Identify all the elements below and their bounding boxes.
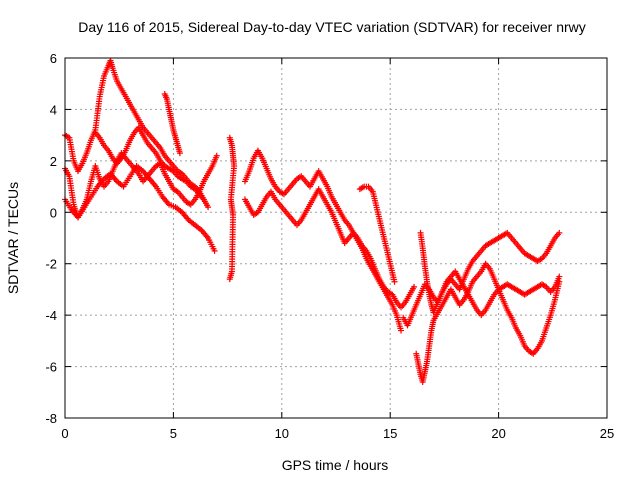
- data-point: [176, 150, 183, 157]
- data-point: [411, 283, 418, 290]
- x-tick-label: 0: [61, 426, 68, 441]
- data-point: [391, 278, 398, 285]
- data-point: [211, 247, 218, 254]
- series-track-l: [417, 229, 563, 319]
- data-point: [205, 204, 212, 211]
- data-point: [556, 229, 563, 236]
- series-track-k: [413, 260, 563, 385]
- series-track-d: [62, 163, 218, 254]
- x-tick-label: 10: [275, 426, 289, 441]
- y-tick-label: 6: [50, 51, 57, 66]
- y-tick-label: -8: [45, 411, 57, 426]
- series-track-e: [161, 91, 183, 157]
- data-point: [213, 152, 220, 159]
- x-tick-label: 5: [170, 426, 177, 441]
- y-tick-label: -4: [45, 308, 57, 323]
- x-tick-label: 20: [491, 426, 505, 441]
- axis-ticks: 0 5 10 15 20 25 -8 -6 -4 -2 0 2 4 6: [45, 51, 614, 441]
- y-tick-label: 0: [50, 205, 57, 220]
- series-track-f: [226, 134, 238, 283]
- series-track-i: [356, 183, 398, 285]
- data-point: [556, 273, 563, 280]
- data-point: [200, 196, 207, 203]
- y-tick-label: 4: [50, 102, 57, 117]
- series-track-a: [62, 57, 212, 211]
- chart-title: Day 116 of 2015, Sidereal Day-to-day VTE…: [78, 19, 586, 35]
- data-points: [62, 57, 563, 385]
- series-track-g: [241, 147, 418, 311]
- y-tick-label: -6: [45, 360, 57, 375]
- x-axis-label: GPS time / hours: [282, 457, 389, 473]
- data-point: [226, 276, 233, 283]
- series-track-h: [241, 186, 405, 334]
- grid-lines: [65, 58, 607, 418]
- y-tick-label: -2: [45, 257, 57, 272]
- x-tick-label: 15: [383, 426, 397, 441]
- y-axis-label: SDTVAR / TECUs: [5, 182, 21, 294]
- x-tick-label: 25: [600, 426, 614, 441]
- y-tick-label: 2: [50, 154, 57, 169]
- plot-frame: [64, 57, 608, 419]
- data-point: [398, 327, 405, 334]
